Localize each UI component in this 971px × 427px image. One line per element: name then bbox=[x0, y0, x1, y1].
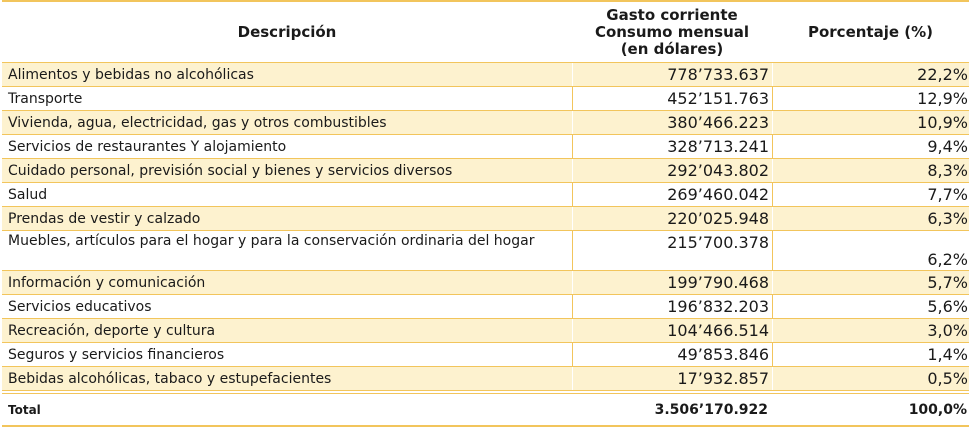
row-description: Prendas de vestir y calzado bbox=[8, 210, 201, 227]
row-gasto: 215’700.378 bbox=[572, 231, 769, 270]
row-porcentaje: 10,9% bbox=[772, 111, 968, 134]
table-row: Cuidado personal, previsión social y bie… bbox=[2, 159, 969, 183]
header-gasto-line3: (en dólares) bbox=[620, 39, 724, 58]
row-gasto: 49’853.846 bbox=[572, 343, 769, 366]
total-gasto: 3.506’170.922 bbox=[654, 401, 768, 418]
table-row: Transporte 452’151.763 12,9% bbox=[2, 87, 969, 111]
header-gasto: Gasto corriente Consumo mensual (en dóla… bbox=[572, 2, 772, 62]
row-description: Transporte bbox=[8, 90, 83, 107]
table-row: Salud 269’460.042 7,7% bbox=[2, 183, 969, 207]
row-porcentaje: 5,7% bbox=[772, 271, 968, 294]
header-porcentaje: Porcentaje (%) bbox=[807, 22, 933, 41]
row-description: Servicios de restaurantes Y alojamiento bbox=[8, 138, 287, 155]
row-porcentaje: 5,6% bbox=[772, 295, 968, 318]
row-porcentaje: 7,7% bbox=[772, 183, 968, 206]
row-porcentaje: 0,5% bbox=[772, 367, 968, 390]
row-gasto: 269’460.042 bbox=[572, 183, 769, 206]
table-row: Seguros y servicios financieros 49’853.8… bbox=[2, 343, 969, 367]
table-row: Alimentos y bebidas no alcohólicas 778’7… bbox=[2, 63, 969, 87]
total-row: Total 3.506’170.922 100,0% bbox=[2, 393, 969, 427]
total-porcentaje: 100,0% bbox=[908, 401, 967, 418]
table-row: Servicios educativos 196’832.203 5,6% bbox=[2, 295, 969, 319]
row-description: Servicios educativos bbox=[8, 298, 152, 315]
row-porcentaje: 8,3% bbox=[772, 159, 968, 182]
row-gasto: 328’713.241 bbox=[572, 135, 769, 158]
row-gasto: 778’733.637 bbox=[572, 63, 769, 86]
row-description: Muebles, artículos para el hogar y para … bbox=[8, 233, 535, 249]
row-description: Información y comunicación bbox=[8, 274, 206, 291]
row-gasto: 452’151.763 bbox=[572, 87, 769, 110]
table-row: Muebles, artículos para el hogar y para … bbox=[2, 231, 969, 271]
row-description: Seguros y servicios financieros bbox=[8, 346, 225, 363]
row-gasto: 104’466.514 bbox=[572, 319, 769, 342]
table-header: Descripción Gasto corriente Consumo mens… bbox=[2, 0, 969, 63]
row-gasto: 196’832.203 bbox=[572, 295, 769, 318]
table-row: Servicios de restaurantes Y alojamiento … bbox=[2, 135, 969, 159]
row-gasto: 199’790.468 bbox=[572, 271, 769, 294]
row-porcentaje: 6,3% bbox=[772, 207, 968, 230]
row-porcentaje: 3,0% bbox=[772, 319, 968, 342]
header-gasto-line2: Consumo mensual bbox=[594, 22, 750, 41]
row-porcentaje: 6,2% bbox=[772, 231, 968, 270]
row-description: Salud bbox=[8, 186, 48, 203]
header-gasto-line1: Gasto corriente bbox=[606, 5, 738, 24]
row-description: Recreación, deporte y cultura bbox=[8, 322, 216, 339]
table-row: Bebidas alcohólicas, tabaco y estupefaci… bbox=[2, 367, 969, 391]
row-porcentaje: 1,4% bbox=[772, 343, 968, 366]
row-gasto: 292’043.802 bbox=[572, 159, 769, 182]
table-row: Recreación, deporte y cultura 104’466.51… bbox=[2, 319, 969, 343]
header-descripcion: Descripción bbox=[237, 22, 337, 41]
table-row: Información y comunicación 199’790.468 5… bbox=[2, 271, 969, 295]
row-description: Alimentos y bebidas no alcohólicas bbox=[8, 66, 254, 83]
table-row: Vivienda, agua, electricidad, gas y otro… bbox=[2, 111, 969, 135]
row-description: Cuidado personal, previsión social y bie… bbox=[8, 162, 453, 179]
row-porcentaje: 9,4% bbox=[772, 135, 968, 158]
row-gasto: 220’025.948 bbox=[572, 207, 769, 230]
row-gasto: 380’466.223 bbox=[572, 111, 769, 134]
row-description: Bebidas alcohólicas, tabaco y estupefaci… bbox=[8, 370, 332, 387]
table-row: Prendas de vestir y calzado 220’025.948 … bbox=[2, 207, 969, 231]
row-porcentaje: 22,2% bbox=[772, 63, 968, 86]
row-description: Vivienda, agua, electricidad, gas y otro… bbox=[8, 114, 387, 131]
total-label: Total bbox=[8, 402, 41, 417]
row-gasto: 17’932.857 bbox=[572, 367, 769, 390]
row-porcentaje: 12,9% bbox=[772, 87, 968, 110]
